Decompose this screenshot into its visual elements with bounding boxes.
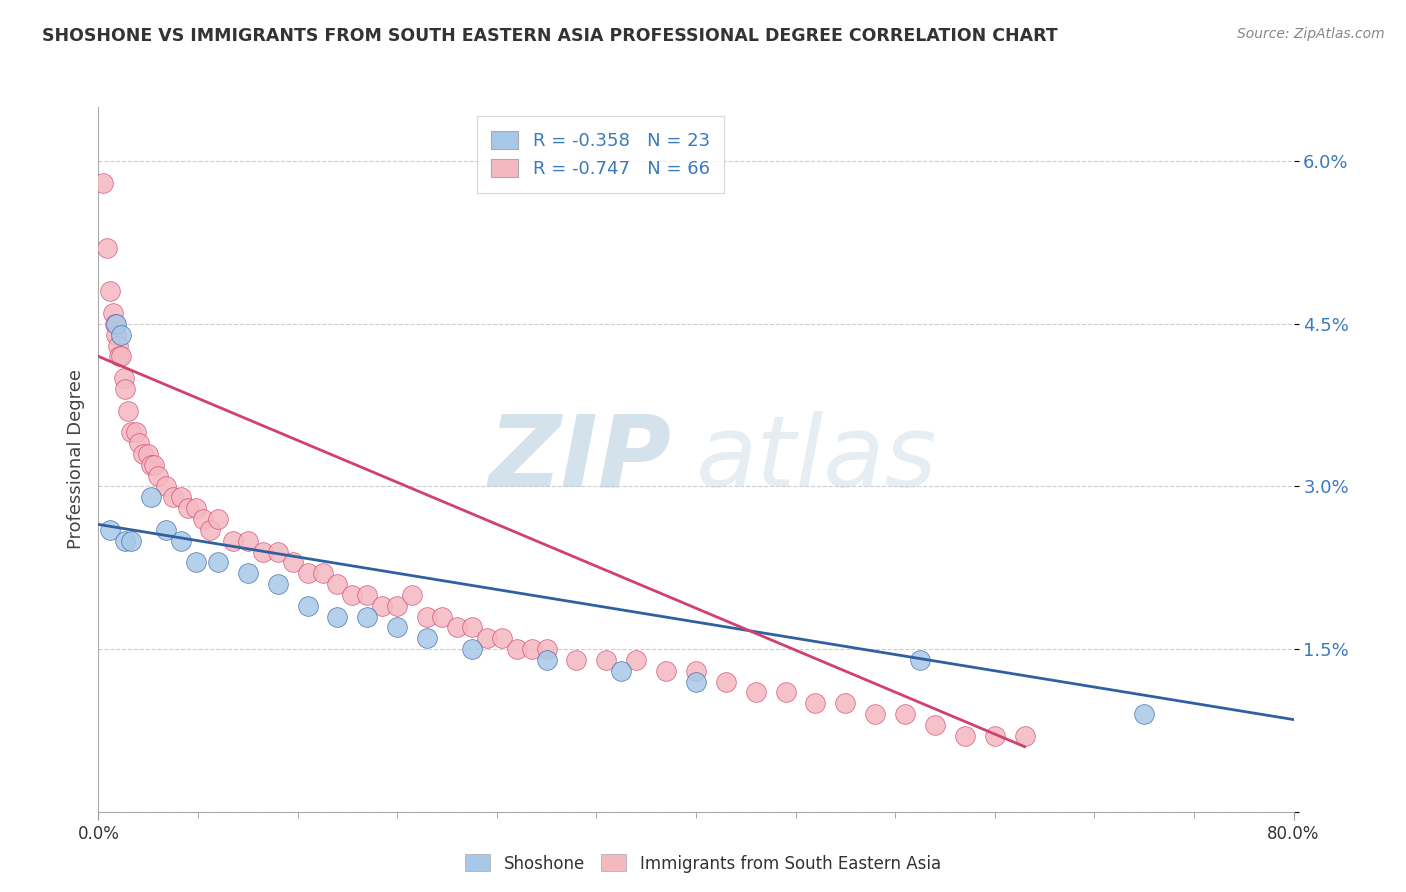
Point xyxy=(326,609,349,624)
Text: Source: ZipAtlas.com: Source: ZipAtlas.com xyxy=(1237,27,1385,41)
Point xyxy=(775,685,797,699)
Point xyxy=(430,609,453,624)
Point xyxy=(142,458,165,472)
Point xyxy=(655,664,678,678)
Point xyxy=(120,533,142,548)
Point xyxy=(401,588,423,602)
Point xyxy=(139,458,162,472)
Point xyxy=(110,327,132,342)
Point xyxy=(267,577,290,591)
Point xyxy=(865,707,887,722)
Point xyxy=(536,653,558,667)
Point xyxy=(356,609,378,624)
Point xyxy=(461,642,484,657)
Point xyxy=(297,599,319,613)
Point xyxy=(371,599,394,613)
Point xyxy=(236,566,259,581)
Point xyxy=(595,653,617,667)
Point xyxy=(169,533,191,548)
Y-axis label: Professional Degree: Professional Degree xyxy=(66,369,84,549)
Point xyxy=(107,338,129,352)
Point xyxy=(714,674,737,689)
Point xyxy=(536,642,558,657)
Point xyxy=(155,479,177,493)
Point xyxy=(894,707,917,722)
Point xyxy=(136,447,159,461)
Point xyxy=(267,544,290,558)
Point xyxy=(685,664,707,678)
Point xyxy=(326,577,349,591)
Point xyxy=(169,491,191,505)
Legend: R = -0.358   N = 23, R = -0.747   N = 66: R = -0.358 N = 23, R = -0.747 N = 66 xyxy=(477,116,724,193)
Point xyxy=(128,436,150,450)
Point xyxy=(184,555,207,569)
Point xyxy=(104,317,127,331)
Point xyxy=(281,555,304,569)
Point xyxy=(416,609,439,624)
Text: ZIP: ZIP xyxy=(489,411,672,508)
Point xyxy=(98,523,122,537)
Point xyxy=(908,653,931,667)
Point xyxy=(177,501,200,516)
Point xyxy=(385,620,409,634)
Point xyxy=(984,729,1007,743)
Point xyxy=(924,718,946,732)
Point xyxy=(207,555,229,569)
Point xyxy=(117,403,139,417)
Point xyxy=(834,696,856,710)
Point xyxy=(311,566,333,581)
Point xyxy=(191,512,214,526)
Point xyxy=(200,523,222,537)
Point xyxy=(207,512,229,526)
Point xyxy=(162,491,184,505)
Point xyxy=(222,533,245,548)
Point xyxy=(103,306,125,320)
Point xyxy=(1014,729,1036,743)
Point xyxy=(506,642,529,657)
Point xyxy=(461,620,484,634)
Legend: Shoshone, Immigrants from South Eastern Asia: Shoshone, Immigrants from South Eastern … xyxy=(458,847,948,880)
Point xyxy=(184,501,207,516)
Point xyxy=(342,588,364,602)
Point xyxy=(416,632,439,646)
Point xyxy=(1133,707,1156,722)
Point xyxy=(953,729,976,743)
Point xyxy=(155,523,177,537)
Point xyxy=(385,599,409,613)
Point xyxy=(139,491,162,505)
Point xyxy=(96,241,118,255)
Point xyxy=(626,653,648,667)
Point xyxy=(105,317,128,331)
Point xyxy=(685,674,707,689)
Point xyxy=(804,696,827,710)
Point xyxy=(252,544,274,558)
Point xyxy=(565,653,588,667)
Point xyxy=(446,620,468,634)
Point xyxy=(114,533,136,548)
Point xyxy=(491,632,513,646)
Text: SHOSHONE VS IMMIGRANTS FROM SOUTH EASTERN ASIA PROFESSIONAL DEGREE CORRELATION C: SHOSHONE VS IMMIGRANTS FROM SOUTH EASTER… xyxy=(42,27,1057,45)
Point xyxy=(125,425,148,440)
Point xyxy=(745,685,768,699)
Point xyxy=(132,447,155,461)
Point xyxy=(105,327,128,342)
Point xyxy=(297,566,319,581)
Point xyxy=(98,285,122,299)
Point xyxy=(236,533,259,548)
Point xyxy=(91,176,114,190)
Point xyxy=(108,350,131,364)
Text: atlas: atlas xyxy=(696,411,938,508)
Point xyxy=(112,371,135,385)
Point xyxy=(475,632,498,646)
Point xyxy=(520,642,543,657)
Point xyxy=(610,664,633,678)
Point xyxy=(148,468,170,483)
Point xyxy=(356,588,378,602)
Point xyxy=(110,350,132,364)
Point xyxy=(114,382,136,396)
Point xyxy=(120,425,142,440)
